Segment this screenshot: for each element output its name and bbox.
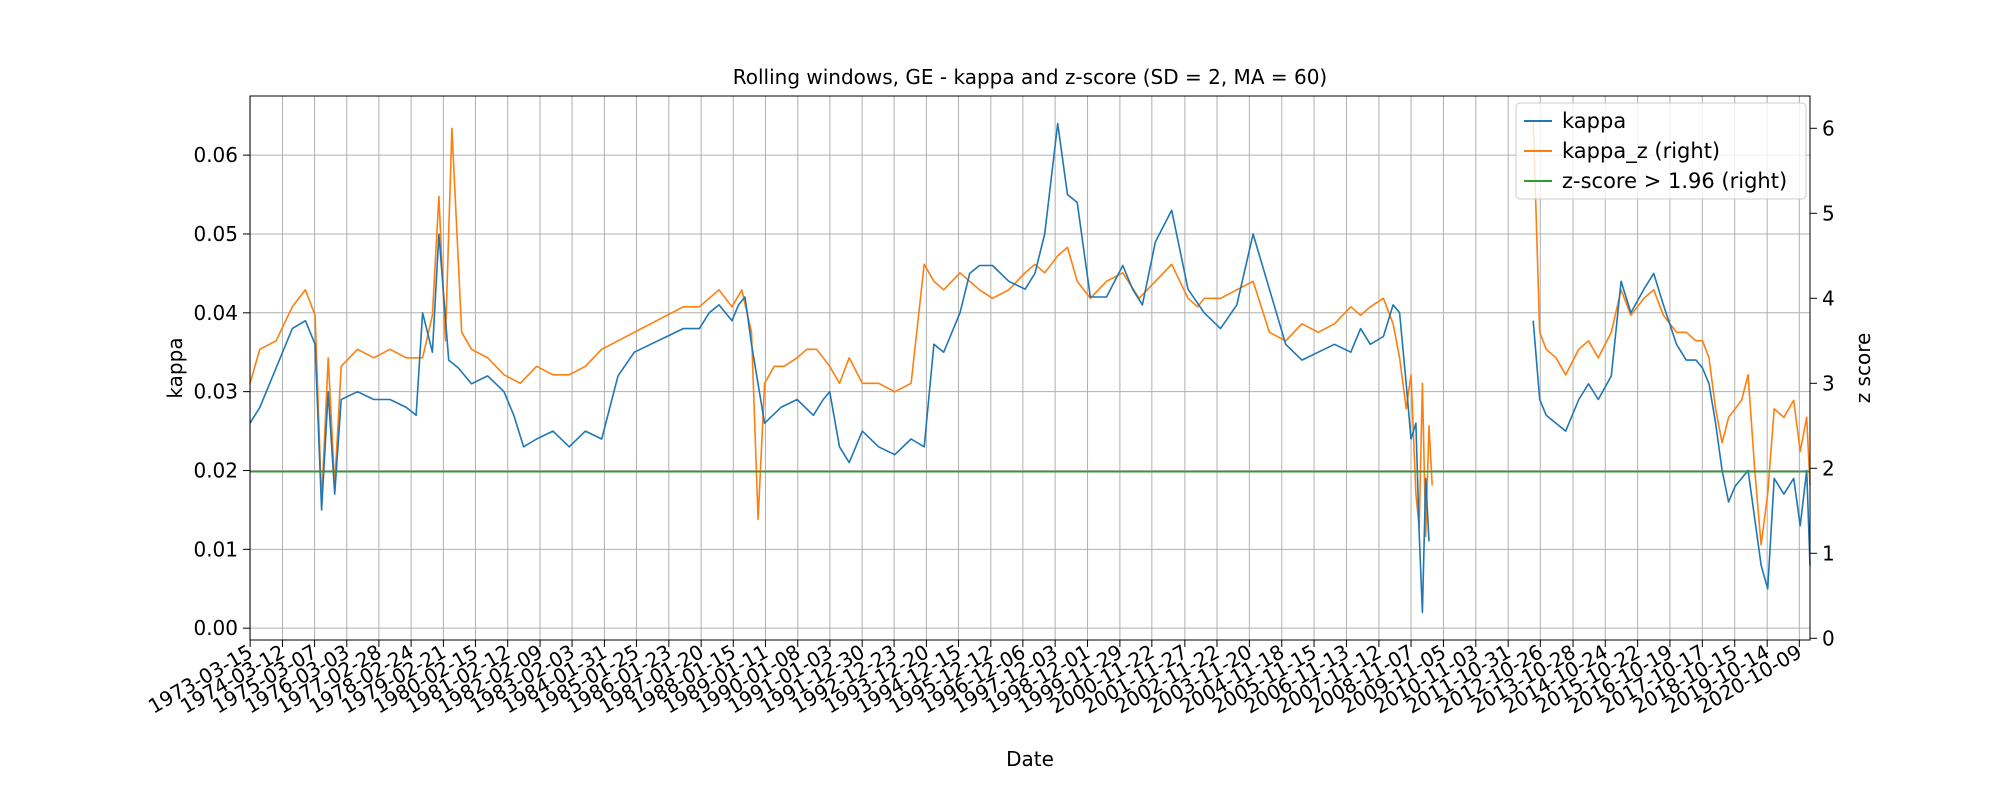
- y-axis-label-right: z score: [1851, 333, 1875, 404]
- x-axis-label: Date: [1006, 747, 1054, 771]
- series-line-kappa: [249, 122, 1430, 614]
- y-tick-label: 0.03: [193, 380, 238, 404]
- series-line-kappa: [1532, 272, 1811, 590]
- plot-frame: [249, 95, 1811, 641]
- legend: kappa kappa_z (right) z-score > 1.96 (righ…: [1515, 102, 1807, 200]
- y-right-tick-label: 1: [1822, 541, 1835, 565]
- y-tick-label: 0.01: [193, 537, 238, 561]
- series-line-kappa-z-right-: [249, 127, 1433, 538]
- legend-box: [1515, 102, 1807, 200]
- y-right-tick-label: 2: [1822, 456, 1835, 480]
- y-right-tick-label: 5: [1822, 201, 1835, 225]
- y-right-tick-label: 6: [1822, 116, 1835, 140]
- grid: [249, 96, 1810, 640]
- plot-lines: [249, 119, 1811, 614]
- y-axis-label-left: kappa: [163, 337, 187, 398]
- y-tick-label: 0.06: [193, 143, 238, 167]
- y-tick-label: 0.04: [193, 301, 238, 325]
- y-right-tick-label: 0: [1822, 626, 1835, 650]
- y-right-tick-label: 3: [1822, 371, 1835, 395]
- left-y-axis: 0.00 0.01 0.02 0.03 0.04 0.05 0.06: [193, 143, 250, 640]
- legend-label: kappa: [1562, 109, 1626, 133]
- legend-label: z-score > 1.96 (right): [1562, 169, 1787, 193]
- x-axis: 1973-03-151974-03-121975-03-071976-03-03…: [144, 640, 1806, 719]
- y-right-tick-label: 4: [1822, 286, 1835, 310]
- y-tick-label: 0.00: [193, 616, 238, 640]
- y-tick-label: 0.02: [193, 458, 238, 482]
- legend-label: kappa_z (right): [1562, 139, 1720, 164]
- y-tick-label: 0.05: [193, 222, 238, 246]
- series-line-kappa-z-right-: [1532, 119, 1811, 546]
- right-y-axis: 0 1 2 3 4 5 6: [1810, 116, 1835, 650]
- chart-title: Rolling windows, GE - kappa and z-score …: [733, 65, 1327, 89]
